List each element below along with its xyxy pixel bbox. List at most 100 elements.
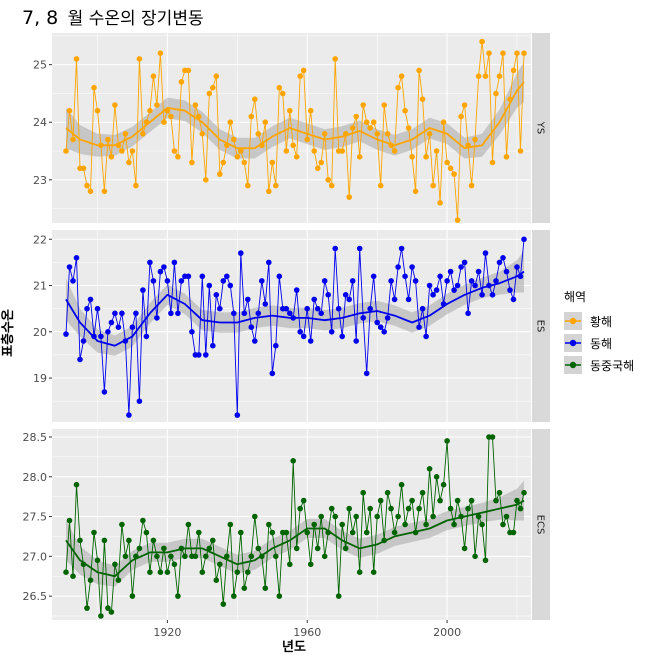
data-point [73, 254, 80, 261]
facet-strip-label: ES [535, 320, 546, 333]
data-point [377, 497, 384, 504]
data-point [283, 529, 290, 536]
data-point [105, 605, 111, 611]
data-point [252, 96, 258, 102]
data-point [101, 389, 108, 395]
data-point [140, 287, 146, 293]
y-tick-label: 22 [33, 233, 47, 246]
data-point [398, 73, 405, 79]
data-point [154, 102, 160, 108]
data-point [297, 73, 304, 79]
data-point [213, 577, 220, 583]
data-point [307, 107, 314, 114]
data-point [468, 182, 475, 189]
data-point [77, 356, 83, 363]
data-point [332, 56, 339, 62]
data-point [409, 154, 415, 160]
data-point [444, 438, 450, 444]
data-point [514, 264, 520, 270]
data-point [199, 273, 206, 280]
data-point [437, 200, 443, 206]
x-axis: 1920 1960 2000 [153, 620, 461, 639]
data-point [374, 513, 381, 520]
data-point [468, 497, 475, 504]
data-point [122, 131, 129, 137]
data-point [266, 259, 272, 266]
data-point [500, 254, 506, 261]
data-point [444, 159, 450, 166]
y-tick-label: 28.0 [23, 471, 48, 484]
data-point [377, 182, 384, 189]
data-point [227, 282, 234, 289]
data-point [430, 292, 436, 298]
data-point [255, 545, 262, 552]
legend-label: 동해 [590, 337, 612, 351]
data-point [192, 102, 199, 108]
data-point [472, 136, 478, 143]
data-point [475, 513, 482, 520]
data-point [63, 331, 69, 337]
data-point [314, 545, 321, 552]
data-point [440, 119, 447, 125]
data-point [185, 521, 192, 528]
data-point [325, 177, 332, 183]
data-point [206, 282, 213, 289]
data-point [150, 278, 157, 284]
data-point [458, 264, 464, 270]
data-point [87, 577, 94, 583]
data-point [412, 188, 419, 195]
data-point [140, 517, 146, 524]
data-point [479, 292, 485, 298]
data-point [276, 84, 283, 91]
data-point [405, 505, 412, 512]
chart-title: 7, 8 월 수온의 장기변동 [22, 7, 204, 29]
data-point [140, 131, 146, 137]
data-point [293, 154, 300, 160]
data-point [112, 102, 118, 108]
data-point [384, 131, 391, 137]
data-point [318, 310, 325, 317]
data-point [66, 107, 73, 114]
data-point [168, 310, 174, 317]
data-point [262, 119, 269, 125]
y-tick-label: 27.5 [23, 511, 48, 524]
data-point [213, 73, 220, 79]
data-point [318, 513, 325, 520]
data-point [290, 458, 297, 464]
data-point [126, 537, 132, 544]
data-point [325, 292, 332, 298]
data-point [136, 56, 143, 62]
data-point [91, 529, 97, 536]
data-point [339, 148, 346, 154]
data-point [388, 278, 394, 284]
data-point [489, 159, 496, 166]
data-point [147, 569, 153, 575]
data-point [297, 329, 304, 335]
data-point [266, 188, 272, 195]
data-point [461, 259, 468, 266]
data-point [157, 268, 164, 275]
data-point [419, 305, 426, 312]
facet-panels: 23 24 25 YS 19 20 21 22 ES 26.5 27.0 27.5 28.0 28.5 EC… [23, 33, 550, 620]
data-point [363, 529, 370, 536]
data-point [370, 273, 377, 280]
data-point [353, 513, 360, 520]
data-point [395, 513, 401, 520]
data-point [426, 282, 433, 289]
data-point [349, 529, 356, 536]
data-point [297, 505, 304, 512]
data-point [332, 513, 339, 520]
data-point [419, 96, 426, 102]
data-point [241, 310, 248, 317]
data-point [311, 148, 318, 154]
data-point [182, 553, 188, 560]
data-point [426, 466, 433, 472]
data-point [231, 593, 237, 599]
legend-key-point [569, 317, 577, 325]
data-point [416, 67, 422, 74]
data-point [259, 278, 265, 284]
data-point [454, 217, 461, 223]
data-point [367, 125, 374, 131]
smooth-trend-line [65, 270, 525, 347]
data-point [360, 102, 367, 108]
